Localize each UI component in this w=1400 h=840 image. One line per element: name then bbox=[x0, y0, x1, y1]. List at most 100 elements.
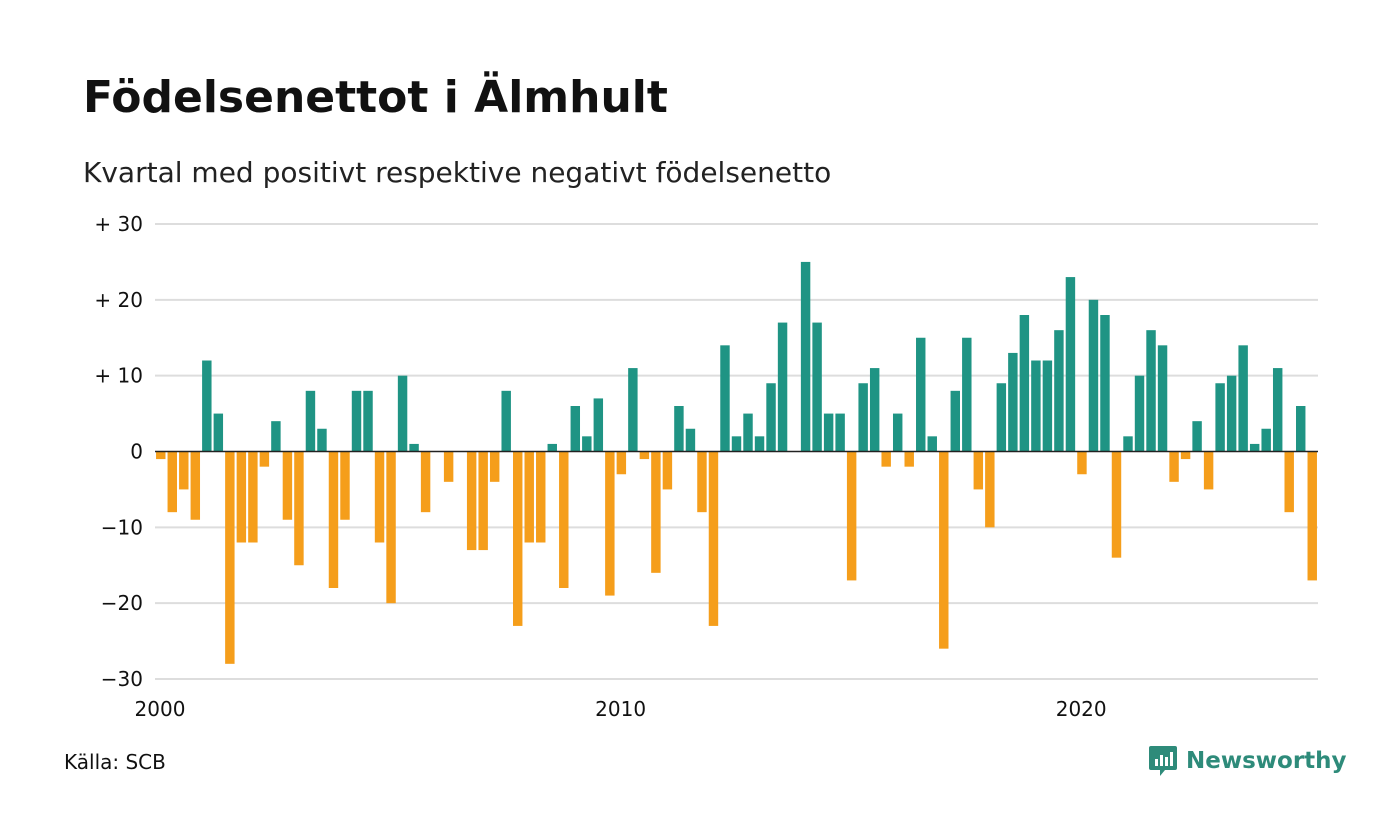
bar-positive bbox=[1226, 375, 1237, 452]
bar-positive bbox=[1042, 360, 1053, 452]
bar-negative bbox=[524, 451, 534, 543]
bar-negative bbox=[1284, 451, 1294, 513]
bar-positive bbox=[1157, 345, 1168, 452]
bar-positive bbox=[720, 345, 730, 452]
bar-negative bbox=[973, 451, 984, 490]
bar-positive bbox=[754, 436, 765, 452]
bar-negative bbox=[904, 451, 914, 467]
bar-positive bbox=[1054, 330, 1064, 452]
newsworthy-logo-icon bbox=[1149, 746, 1177, 776]
bar-negative bbox=[259, 451, 270, 467]
bar-positive bbox=[1100, 315, 1110, 452]
bar-negative bbox=[939, 451, 949, 649]
bar-negative bbox=[156, 451, 166, 460]
bar-positive bbox=[800, 261, 811, 452]
bar-positive bbox=[823, 413, 834, 452]
bar-negative bbox=[559, 451, 569, 588]
bar-negative bbox=[386, 451, 396, 604]
bar-positive bbox=[835, 413, 845, 452]
bar-negative bbox=[328, 451, 339, 588]
y-tick-label: + 30 bbox=[94, 212, 143, 236]
bar-negative bbox=[340, 451, 350, 520]
bar-negative bbox=[489, 451, 500, 482]
bar-negative bbox=[536, 451, 546, 543]
bar-negative bbox=[282, 451, 293, 520]
source-label: Källa: SCB bbox=[64, 750, 166, 774]
bar-negative bbox=[225, 451, 235, 664]
bar-negative bbox=[639, 451, 650, 460]
bar-negative bbox=[190, 451, 201, 520]
bar-negative bbox=[236, 451, 247, 543]
bar-positive bbox=[317, 428, 327, 452]
bar-negative bbox=[466, 451, 477, 551]
chart-subtitle: Kvartal med positivt respektive negativt… bbox=[83, 156, 832, 189]
bar-negative bbox=[708, 451, 719, 626]
bar-negative bbox=[179, 451, 189, 490]
bar-negative bbox=[1307, 451, 1317, 581]
bar-negative bbox=[420, 451, 431, 513]
x-tick-label: 2010 bbox=[595, 697, 646, 721]
bar-positive bbox=[1296, 406, 1306, 452]
bar-positive bbox=[1134, 375, 1145, 452]
bar-positive bbox=[1261, 428, 1271, 452]
chart-title: Födelsenettot i Älmhult bbox=[83, 72, 668, 123]
bar-negative bbox=[374, 451, 385, 543]
x-tick-label: 2020 bbox=[1056, 697, 1107, 721]
y-tick-label: 0 bbox=[130, 440, 143, 464]
bar-positive bbox=[685, 428, 696, 452]
y-tick-label: −20 bbox=[101, 591, 143, 615]
bar-positive bbox=[397, 375, 408, 452]
bar-negative bbox=[1180, 451, 1191, 460]
bar-positive bbox=[202, 360, 212, 452]
y-tick-label: −30 bbox=[101, 667, 143, 691]
bar-positive bbox=[674, 406, 684, 452]
bar-negative bbox=[651, 451, 661, 573]
bar-positive bbox=[892, 413, 903, 452]
bar-positive bbox=[351, 390, 362, 452]
bar-negative bbox=[513, 451, 523, 626]
bar-positive bbox=[1249, 443, 1260, 452]
bar-negative bbox=[1111, 451, 1122, 558]
bar-positive bbox=[570, 406, 581, 452]
bar-positive bbox=[582, 436, 592, 452]
bar-positive bbox=[305, 390, 316, 452]
bar-positive bbox=[593, 398, 604, 452]
bar-positive bbox=[766, 383, 776, 452]
bar-negative bbox=[605, 451, 615, 596]
y-tick-label: + 20 bbox=[94, 288, 143, 312]
brand-logo: Newsworthy bbox=[1148, 744, 1347, 778]
bar-positive bbox=[1008, 352, 1018, 452]
bar-negative bbox=[167, 451, 177, 513]
y-tick-label: −10 bbox=[101, 515, 143, 539]
bar-positive bbox=[409, 443, 419, 452]
bar-positive bbox=[1065, 277, 1076, 452]
bar-negative bbox=[248, 451, 258, 543]
bar-positive bbox=[950, 390, 960, 452]
bar-positive bbox=[271, 421, 281, 452]
bar-negative bbox=[846, 451, 857, 581]
bar-positive bbox=[1019, 315, 1030, 452]
y-tick-label: + 10 bbox=[94, 364, 143, 388]
bar-negative bbox=[1169, 451, 1179, 482]
bar-positive bbox=[777, 322, 788, 452]
brand-name: Newsworthy bbox=[1186, 748, 1347, 774]
bar-positive bbox=[501, 390, 511, 452]
bar-negative bbox=[662, 451, 673, 490]
bar-positive bbox=[1215, 383, 1225, 452]
bar-positive bbox=[962, 337, 972, 452]
bar-positive bbox=[916, 337, 926, 452]
bar-positive bbox=[812, 322, 822, 452]
bar-positive bbox=[1238, 345, 1248, 452]
bar-positive bbox=[743, 413, 753, 452]
bar-positive bbox=[1031, 360, 1041, 452]
bar-positive bbox=[996, 383, 1007, 452]
bar-positive bbox=[869, 368, 880, 452]
bar-negative bbox=[697, 451, 707, 513]
bar-negative bbox=[616, 451, 627, 475]
gridlines bbox=[155, 223, 1318, 680]
x-axis-labels: 2000 2010 2020 bbox=[135, 697, 1107, 721]
bar-positive bbox=[927, 436, 937, 452]
bar-positive bbox=[547, 443, 557, 452]
bar-negative bbox=[985, 451, 995, 528]
bar-positive bbox=[1192, 421, 1202, 452]
